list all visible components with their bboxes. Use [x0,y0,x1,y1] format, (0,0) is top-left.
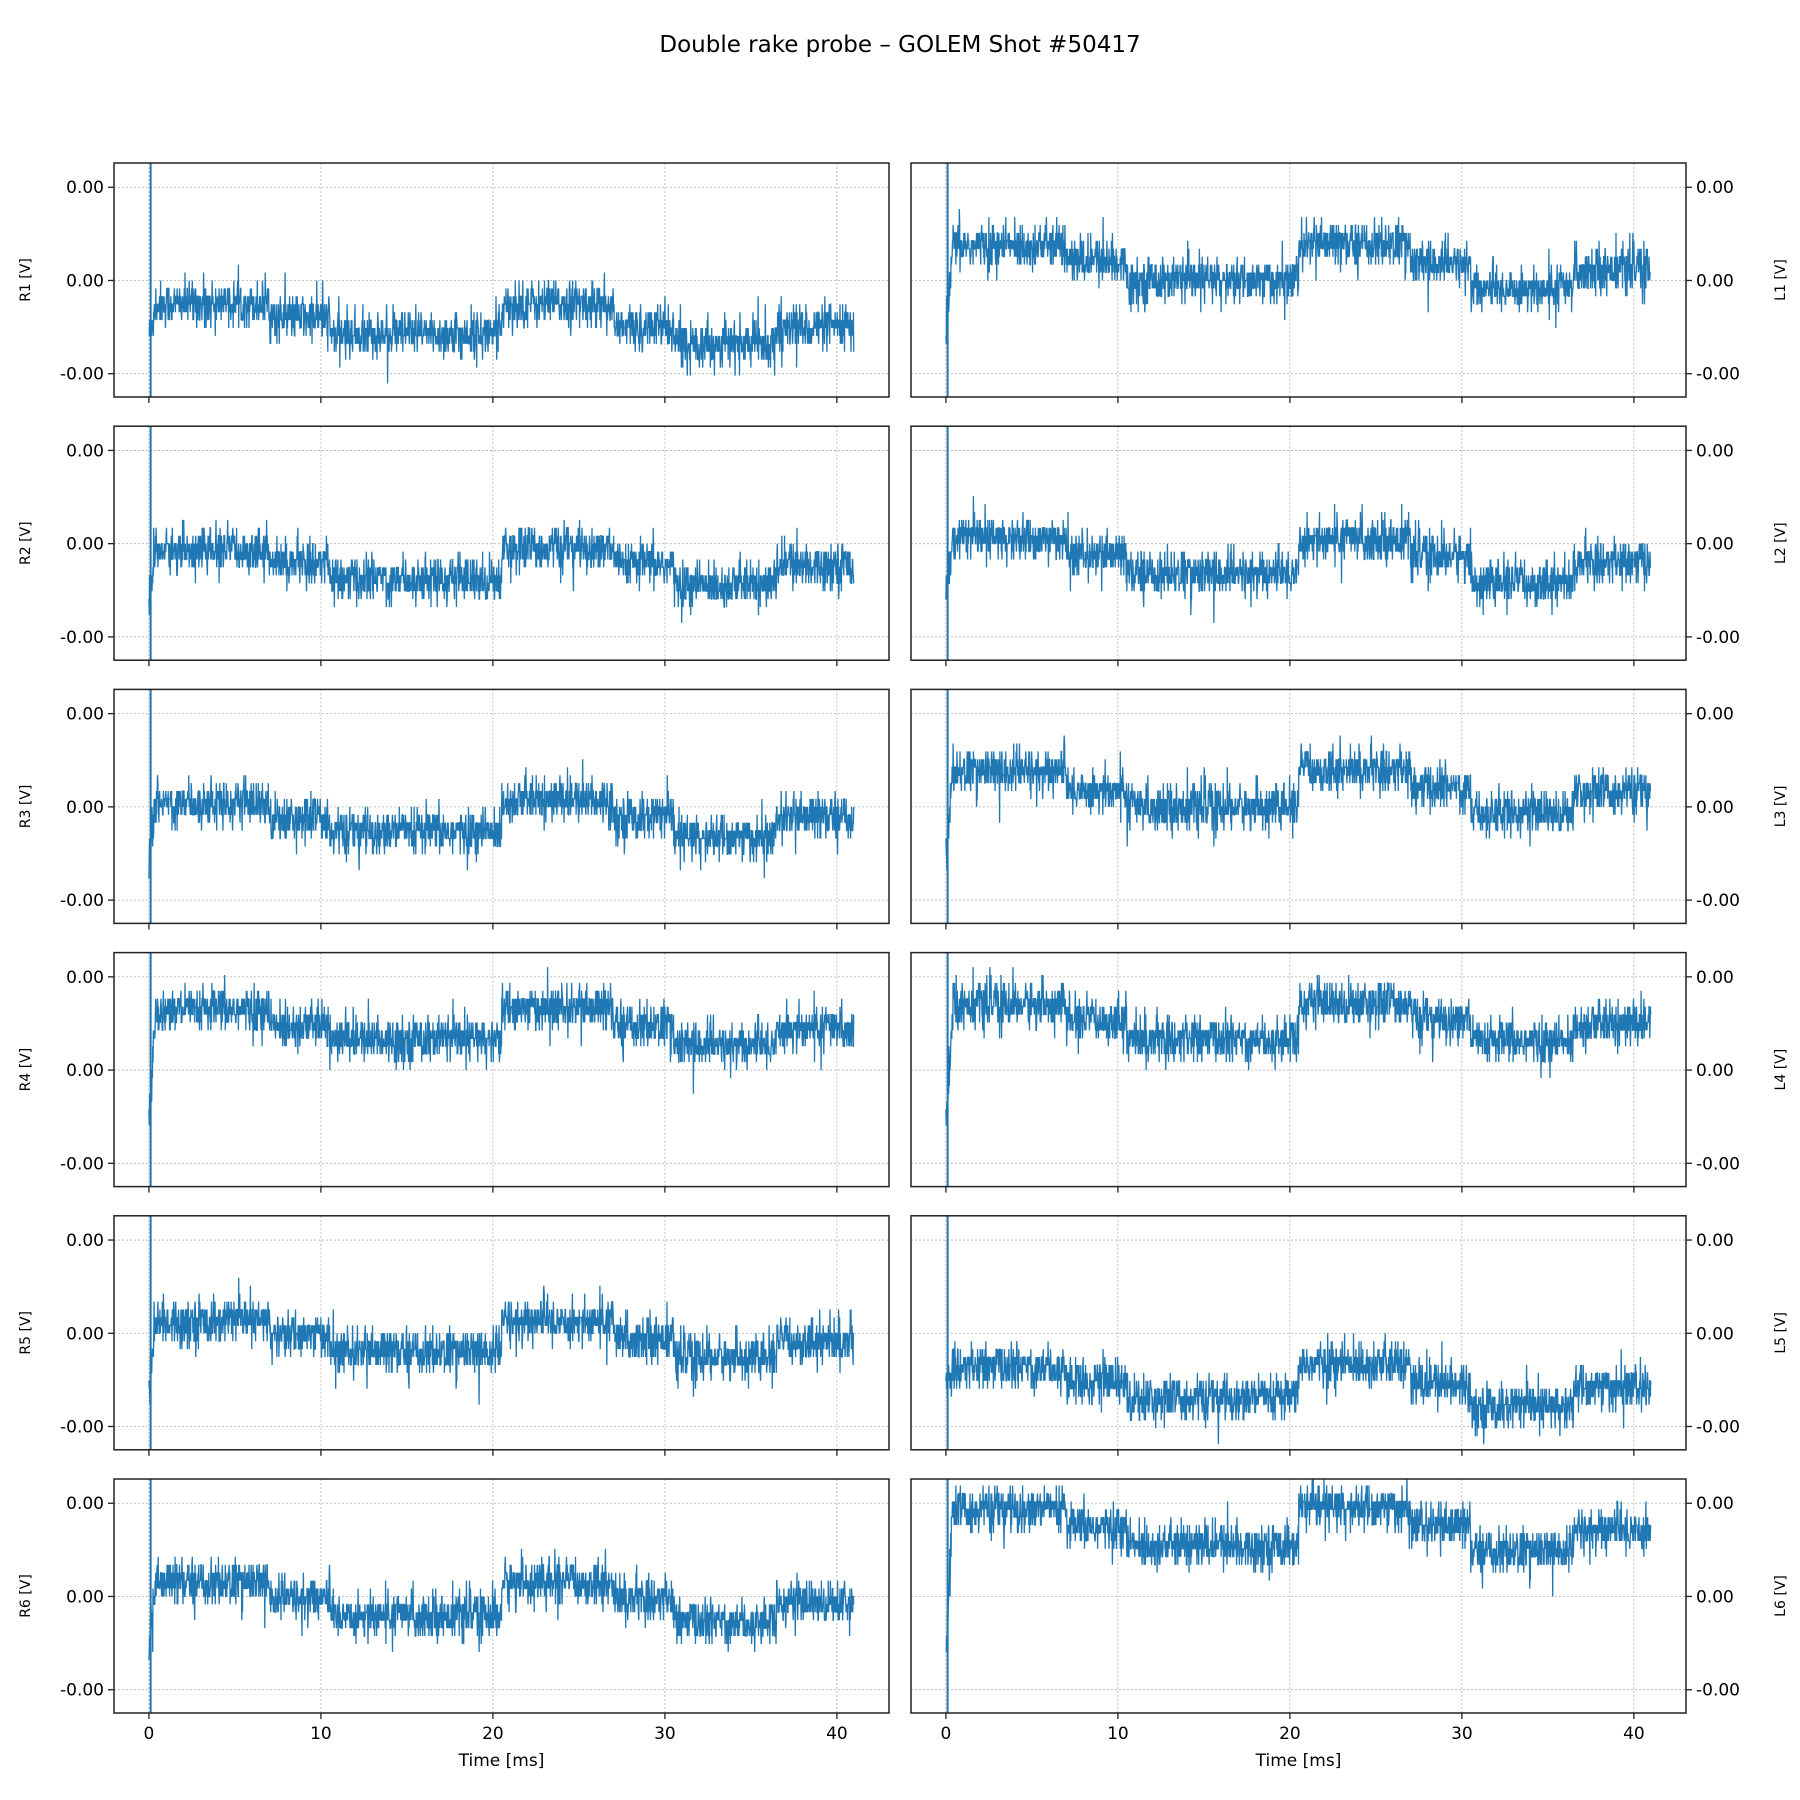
x-tick-label: 30 [654,1724,676,1744]
x-tick-label: 10 [310,1724,332,1744]
y-tick-label: 0.00 [1696,1061,1734,1081]
panel-r5: 0.00 0.00 -0.00 R5 [V] [18,1215,890,1456]
x-tick-label: 40 [1623,1724,1645,1744]
panel-r6: 0 10 20 30 40 0.00 0.00 -0.00 R6 [V] Time [ms] [18,1478,890,1771]
y-axis-label: R4 [V] [18,1048,34,1092]
x-axis-label: Time [ms] [458,1751,545,1771]
y-tick-label: 0.00 [1696,441,1734,461]
y-tick-label: 0.00 [1696,968,1734,988]
panel-l1: 0.00 0.00 -0.00 L1 [V] [910,162,1789,403]
panel-r2: 0.00 0.00 -0.00 R2 [V] [18,425,890,667]
y-axis-label: R3 [V] [18,785,34,829]
panel-r3: 0.00 0.00 -0.00 R3 [V] [18,688,890,930]
y-tick-label: -0.00 [60,1681,104,1701]
signal-line-r4 [148,967,855,1126]
y-tick-label: 0.00 [1696,705,1734,725]
y-tick-label: 0.00 [66,1231,104,1251]
panel-l2: 0.00 0.00 -0.00 L2 [V] [910,425,1789,667]
panel-l5: 0.00 0.00 -0.00 L5 [V] [910,1215,1789,1456]
signal-line-l5 [945,1333,1652,1445]
signal-line-r3 [148,759,855,879]
y-tick-label: 0.00 [66,1494,104,1514]
x-tick-label: 0 [144,1724,155,1744]
signal-line-r5 [148,1277,855,1405]
signal-line-l3 [945,735,1652,871]
axes-frame [113,951,890,1188]
panel-r1: 0.00 0.00 -0.00 R1 [V] [18,162,890,403]
y-axis-label: L4 [V] [1773,1049,1789,1091]
signal-line-r6 [148,1548,855,1660]
axes-frame [113,162,890,398]
y-tick-label: -0.00 [60,1417,104,1437]
y-tick-label: 0.00 [66,535,104,555]
y-axis-label: R5 [V] [18,1311,34,1355]
signal-line-l6 [945,1479,1652,1653]
x-tick-label: 20 [1279,1724,1301,1744]
x-tick-label: 0 [941,1724,952,1744]
panel-l6: 0 10 20 30 40 0.00 0.00 -0.00 L6 [V] Time [ms] [910,1478,1789,1771]
panel-r4: 0.00 0.00 -0.00 R4 [V] [18,951,890,1193]
axes-frame [910,425,1687,661]
x-axis-label: Time [ms] [1255,1751,1342,1771]
y-tick-label: 0.00 [1696,1324,1734,1344]
y-tick-label: 0.00 [66,1587,104,1607]
y-tick-label: 0.00 [66,271,104,291]
y-axis-label: L1 [V] [1773,259,1789,301]
y-tick-label: -0.00 [1696,891,1740,911]
signal-line-l1 [945,209,1651,344]
y-tick-label: 0.00 [66,1324,104,1344]
y-tick-label: 0.00 [1696,271,1734,291]
y-tick-label: -0.00 [1696,1154,1740,1174]
y-tick-label: 0.00 [1696,178,1734,198]
y-tick-label: 0.00 [66,798,104,818]
y-tick-label: 0.00 [66,441,104,461]
signal-line-r2 [148,519,855,623]
y-axis-label: R2 [V] [18,521,34,565]
y-tick-label: 0.00 [66,968,104,988]
y-tick-label: 0.00 [1696,1494,1734,1514]
panel-l4: 0.00 0.00 -0.00 L4 [V] [910,951,1789,1193]
panel-l3: 0.00 0.00 -0.00 L3 [V] [910,688,1789,930]
y-axis-label: L3 [V] [1773,786,1789,828]
x-tick-label: 40 [826,1724,848,1744]
y-tick-label: 0.00 [1696,1231,1734,1251]
y-tick-label: 0.00 [66,178,104,198]
y-tick-label: 0.00 [1696,535,1734,555]
y-tick-label: -0.00 [60,365,104,385]
y-tick-label: -0.00 [1696,628,1740,648]
x-tick-label: 30 [1451,1724,1473,1744]
y-axis-label: L5 [V] [1773,1312,1789,1354]
y-axis-label: L6 [V] [1773,1575,1789,1617]
y-axis-label: R1 [V] [18,258,34,302]
y-tick-label: -0.00 [60,628,104,648]
y-tick-label: -0.00 [60,1154,104,1174]
y-tick-label: 0.00 [1696,798,1734,818]
y-tick-label: 0.00 [66,705,104,725]
y-tick-label: -0.00 [1696,1681,1740,1701]
axes-frame [910,951,1687,1188]
y-tick-label: -0.00 [1696,1417,1740,1437]
y-tick-label: -0.00 [60,891,104,911]
signal-line-l4 [945,967,1652,1126]
y-axis-label: L2 [V] [1773,522,1789,564]
y-tick-label: -0.00 [1696,365,1740,385]
y-tick-label: 0.00 [1696,1587,1734,1607]
y-axis-label: R6 [V] [18,1574,34,1618]
x-tick-label: 20 [482,1724,504,1744]
x-tick-label: 10 [1107,1724,1129,1744]
signal-line-l2 [945,496,1652,623]
figure-title: Double rake probe – GOLEM Shot #50417 [659,32,1141,58]
y-tick-label: 0.00 [66,1061,104,1081]
signal-line-r1 [148,264,855,384]
